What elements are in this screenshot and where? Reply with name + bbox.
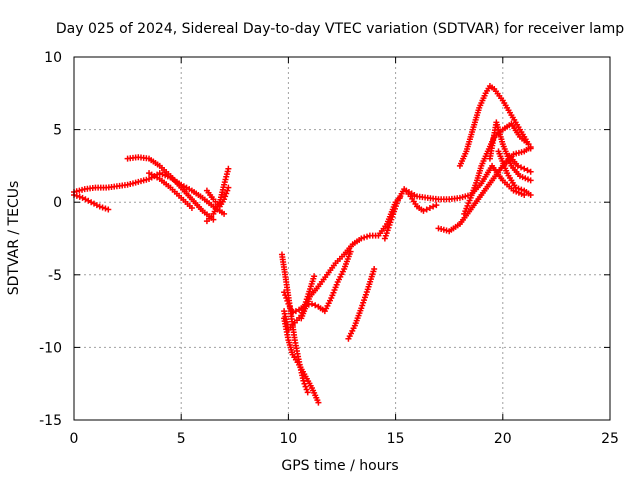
data-point xyxy=(99,204,106,211)
plot-frame xyxy=(73,56,611,421)
data-point xyxy=(315,399,322,406)
x-tick-label: 15 xyxy=(387,431,405,447)
data-point xyxy=(525,141,532,148)
data-point xyxy=(289,309,296,316)
series-arc-5 xyxy=(203,165,232,225)
y-tick-label: 0 xyxy=(53,195,62,211)
data-point xyxy=(358,235,365,242)
data-point xyxy=(76,193,83,200)
data-point xyxy=(221,210,228,217)
data-point xyxy=(524,167,531,174)
data-point xyxy=(311,273,318,280)
data-point xyxy=(225,184,232,191)
data-point xyxy=(361,234,368,241)
data-point xyxy=(225,165,232,172)
data-point xyxy=(102,205,109,212)
series-arc-18 xyxy=(486,119,534,184)
data-point xyxy=(303,386,310,393)
data-layer xyxy=(71,83,534,406)
y-tick-label: -10 xyxy=(39,340,62,356)
data-point xyxy=(222,193,229,200)
series-arc-1 xyxy=(71,170,228,217)
series-arc-10 xyxy=(281,248,354,316)
series-arc-12 xyxy=(345,265,378,342)
data-point xyxy=(371,265,378,272)
series-arc-14 xyxy=(403,162,528,203)
data-point xyxy=(518,186,525,193)
data-point xyxy=(282,292,289,299)
tick-layer: 0 5 10 15 20 25 -15 -10 -5 0 5 10 xyxy=(39,50,619,447)
y-tick-label: 10 xyxy=(44,50,62,66)
y-axis-label: SDTVAR / TECUs xyxy=(6,181,22,296)
data-point xyxy=(527,145,534,152)
data-point xyxy=(420,207,427,214)
series-arc-11 xyxy=(298,194,403,322)
data-point xyxy=(527,177,534,184)
data-point xyxy=(304,389,311,396)
data-point xyxy=(105,206,112,213)
data-point xyxy=(364,233,371,240)
series-arc-20 xyxy=(506,152,534,175)
series-arc-2 xyxy=(71,191,112,213)
data-point xyxy=(292,308,299,315)
data-point xyxy=(521,165,528,172)
series-arc-3 xyxy=(124,154,217,223)
series-arc-4 xyxy=(146,170,195,212)
y-tick-label: 5 xyxy=(53,123,62,139)
series-arc-6 xyxy=(203,184,232,210)
data-point xyxy=(515,185,522,192)
data-point xyxy=(518,164,525,171)
series-arc-13 xyxy=(381,186,440,242)
y-tick-label: -15 xyxy=(39,413,62,429)
series-arc-17 xyxy=(456,83,532,169)
data-point xyxy=(312,302,319,309)
data-point xyxy=(302,383,309,390)
data-point xyxy=(347,248,354,255)
chart-title: Day 025 of 2024, Sidereal Day-to-day VTE… xyxy=(56,21,624,37)
data-point xyxy=(73,192,80,199)
data-point xyxy=(430,203,437,210)
data-point xyxy=(283,295,290,302)
data-point xyxy=(527,191,534,198)
x-tick-label: 5 xyxy=(177,431,186,447)
data-point xyxy=(426,205,433,212)
data-point xyxy=(223,190,230,197)
data-point xyxy=(224,187,231,194)
data-point xyxy=(308,300,315,307)
x-tick-label: 25 xyxy=(601,431,619,447)
data-point xyxy=(210,216,217,223)
data-point xyxy=(433,202,440,209)
data-point xyxy=(281,289,288,296)
x-tick-label: 0 xyxy=(70,431,79,447)
data-point xyxy=(188,205,195,212)
data-point xyxy=(96,203,103,210)
data-point xyxy=(284,297,291,304)
y-tick-label: -5 xyxy=(48,268,62,284)
series-arc-19 xyxy=(495,148,534,198)
x-tick-label: 20 xyxy=(494,431,512,447)
data-point xyxy=(527,168,534,175)
data-point xyxy=(512,184,519,191)
series-arc-15 xyxy=(435,144,534,235)
data-point xyxy=(423,206,430,213)
data-point xyxy=(221,196,228,203)
data-point xyxy=(514,162,521,169)
grid-layer xyxy=(74,57,610,420)
x-tick-label: 10 xyxy=(279,431,297,447)
x-axis-label: GPS time / hours xyxy=(281,458,398,474)
